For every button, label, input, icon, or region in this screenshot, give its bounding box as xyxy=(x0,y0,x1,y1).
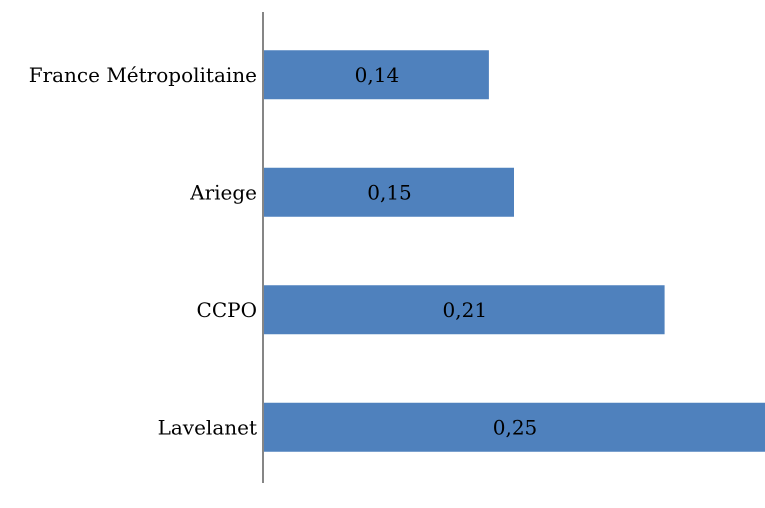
bar-france-m-tropolitaine xyxy=(264,50,489,100)
value-labels-group: 0,14 0,15 0,21 0,25 xyxy=(355,63,538,440)
category-label: Ariege xyxy=(189,180,257,204)
category-label: France Métropolitaine xyxy=(29,63,257,87)
value-label: 0,14 xyxy=(355,63,400,87)
category-label: CCPO xyxy=(197,298,257,322)
value-label: 0,21 xyxy=(443,298,488,322)
bar-lavelanet xyxy=(264,402,765,452)
bar-ariege xyxy=(264,167,514,217)
bars-group xyxy=(264,50,765,452)
bar-ccpo xyxy=(264,285,665,335)
category-labels-group: France Métropolitaine Ariege CCPO Lavelanet xyxy=(29,63,257,440)
value-label: 0,15 xyxy=(367,180,412,204)
value-label: 0,25 xyxy=(493,415,538,439)
category-label: Lavelanet xyxy=(158,415,257,439)
